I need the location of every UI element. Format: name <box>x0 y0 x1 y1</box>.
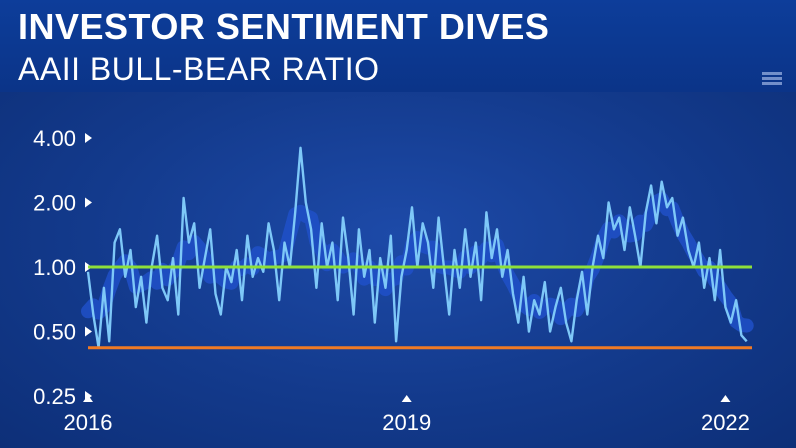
ytick-label: 2.00 <box>33 191 76 216</box>
xtick-marker <box>720 395 731 402</box>
xtick-label: 2016 <box>64 410 113 435</box>
xtick-marker <box>83 395 93 402</box>
ytick-marker <box>85 326 92 337</box>
ytick-marker <box>85 197 92 208</box>
xtick-marker <box>401 395 412 402</box>
xtick-label: 2022 <box>701 410 750 435</box>
ytick-marker <box>85 133 92 143</box>
ytick-label: 4.00 <box>33 126 76 151</box>
chart-subtitle: AAII BULL-BEAR RATIO <box>18 51 380 87</box>
series-band <box>81 192 754 333</box>
xtick-label: 2019 <box>382 410 431 435</box>
header: INVESTOR SENTIMENT DIVES AAII BULL-BEAR … <box>0 0 796 92</box>
network-logo-icon <box>762 72 782 88</box>
ytick-label: 0.50 <box>33 320 76 345</box>
chart-title: INVESTOR SENTIMENT DIVES <box>18 6 550 47</box>
ytick-label: 1.00 <box>33 255 76 280</box>
ytick-label: 0.25 <box>33 384 76 409</box>
